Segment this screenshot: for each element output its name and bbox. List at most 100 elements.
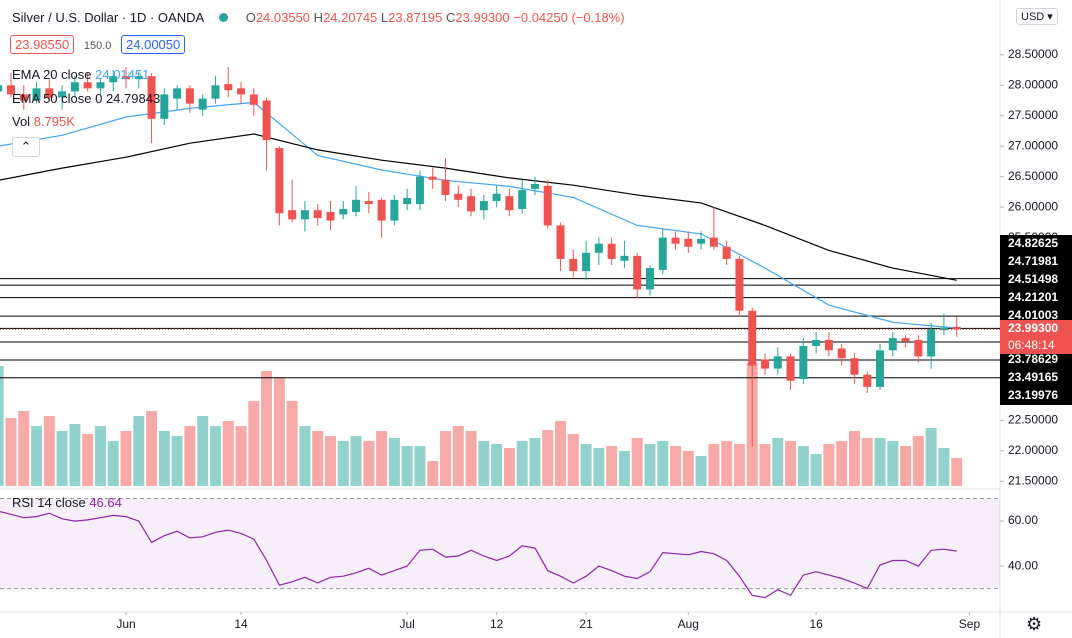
candle-body bbox=[237, 88, 246, 95]
currency: USD bbox=[1021, 11, 1045, 23]
volume-bar bbox=[452, 425, 464, 486]
candle-body bbox=[160, 94, 169, 119]
currency-dropdown[interactable]: USD ▾ bbox=[1016, 8, 1058, 25]
candle-body bbox=[633, 255, 642, 290]
volume-bar bbox=[440, 430, 451, 486]
candle-body bbox=[952, 326, 961, 330]
y-tick-label: 27.50000 bbox=[1008, 108, 1058, 122]
candle-body bbox=[211, 85, 220, 99]
volume-bar bbox=[18, 410, 30, 486]
x-tick-label: Sep bbox=[959, 617, 981, 631]
spread: 150.0 bbox=[83, 40, 112, 52]
volume-bar bbox=[580, 443, 592, 486]
sell-button[interactable]: 23.98550 bbox=[10, 35, 75, 54]
volume-bar bbox=[69, 423, 81, 486]
y-tick-label: 28.50000 bbox=[1008, 47, 1058, 61]
volume-bar bbox=[797, 445, 809, 486]
candle-body bbox=[339, 208, 348, 215]
candle-body bbox=[697, 238, 706, 244]
volume-bar bbox=[465, 430, 477, 486]
volume-bar bbox=[912, 435, 924, 486]
candle-body bbox=[607, 243, 616, 259]
volume-bar bbox=[733, 443, 745, 486]
settings-button[interactable]: ⚙ bbox=[1026, 614, 1043, 634]
volume-bar bbox=[542, 430, 554, 486]
y-tick-label: 28.00000 bbox=[1008, 77, 1058, 91]
candle-body bbox=[888, 338, 897, 351]
candle-body bbox=[914, 339, 923, 357]
candle-body bbox=[850, 358, 859, 375]
volume-bar bbox=[107, 440, 119, 486]
volume-bar bbox=[171, 435, 183, 486]
volume-bar bbox=[887, 440, 899, 486]
x-tick-label: Jul bbox=[399, 617, 414, 631]
volume-bar bbox=[631, 438, 643, 486]
ohlc-close: C23.99300 bbox=[446, 10, 510, 25]
buy-button[interactable]: 24.00050 bbox=[121, 35, 186, 54]
candle-body bbox=[134, 76, 143, 80]
volume-bar bbox=[0, 365, 4, 486]
volume-bar bbox=[43, 415, 55, 486]
ema-line bbox=[0, 133, 957, 281]
x-tick-label: 12 bbox=[490, 617, 504, 631]
candle-body bbox=[45, 88, 54, 98]
legend-label: Vol bbox=[12, 114, 31, 129]
ohlc-high: H24.20745 bbox=[313, 10, 378, 25]
volume-bar bbox=[324, 435, 336, 486]
legend-label: EMA 20 close bbox=[12, 67, 92, 82]
volume-bar bbox=[478, 440, 490, 486]
collapse-legend-button[interactable]: ⌃ bbox=[12, 137, 40, 157]
volume-bar bbox=[120, 430, 132, 486]
candle-body bbox=[761, 359, 769, 369]
candle-body bbox=[364, 201, 373, 205]
legend-value: 46.64 bbox=[89, 495, 122, 510]
volume-bar bbox=[772, 438, 784, 486]
volume-bar bbox=[618, 450, 630, 486]
rsi-line bbox=[0, 511, 957, 599]
volume-bar bbox=[248, 400, 260, 486]
volume-bar bbox=[785, 440, 797, 486]
volume-bar bbox=[184, 425, 196, 486]
volume-bar bbox=[823, 443, 835, 486]
candle-body bbox=[19, 94, 28, 101]
volume-bar bbox=[695, 455, 707, 486]
candle-body bbox=[658, 237, 667, 270]
volume-bar bbox=[951, 457, 963, 486]
volume-bar bbox=[235, 425, 247, 486]
candle-body bbox=[812, 339, 821, 347]
countdown: 06:48:14 bbox=[1008, 338, 1055, 352]
volume-bar bbox=[503, 448, 515, 486]
ohlc-open: O24.03550 bbox=[245, 10, 311, 25]
candle-body bbox=[288, 210, 297, 220]
volume-bar bbox=[158, 430, 170, 486]
volume-bar bbox=[376, 430, 388, 486]
y-tick-label: 26.00000 bbox=[1008, 199, 1058, 213]
volume-bar bbox=[938, 448, 950, 486]
candle-body bbox=[799, 346, 808, 379]
candle-body bbox=[901, 338, 910, 342]
volume-bar bbox=[759, 443, 771, 486]
candle-body bbox=[390, 199, 399, 221]
last-price-box bbox=[1000, 320, 1072, 354]
candle-body bbox=[428, 176, 437, 180]
volume-bar bbox=[337, 440, 349, 486]
legend-ema50: EMA 50 close 0 24.79843 bbox=[12, 91, 160, 106]
candle-body bbox=[403, 198, 412, 205]
volume-bar bbox=[94, 425, 106, 486]
x-tick-label: 14 bbox=[234, 617, 248, 631]
legend-value: 24.79843 bbox=[105, 91, 161, 106]
candle-body bbox=[6, 85, 15, 95]
candle-body bbox=[173, 88, 182, 99]
volume-bar bbox=[644, 443, 656, 486]
y-tick-label: 40.00 bbox=[1008, 558, 1038, 572]
volume-bar bbox=[567, 433, 579, 486]
volume-bar bbox=[197, 415, 209, 486]
volume-bar bbox=[810, 453, 822, 486]
volume-bar bbox=[56, 430, 68, 486]
volume-bar bbox=[682, 450, 694, 486]
candle-body bbox=[109, 76, 118, 83]
candle-body bbox=[352, 199, 361, 213]
candle-body bbox=[467, 196, 476, 212]
